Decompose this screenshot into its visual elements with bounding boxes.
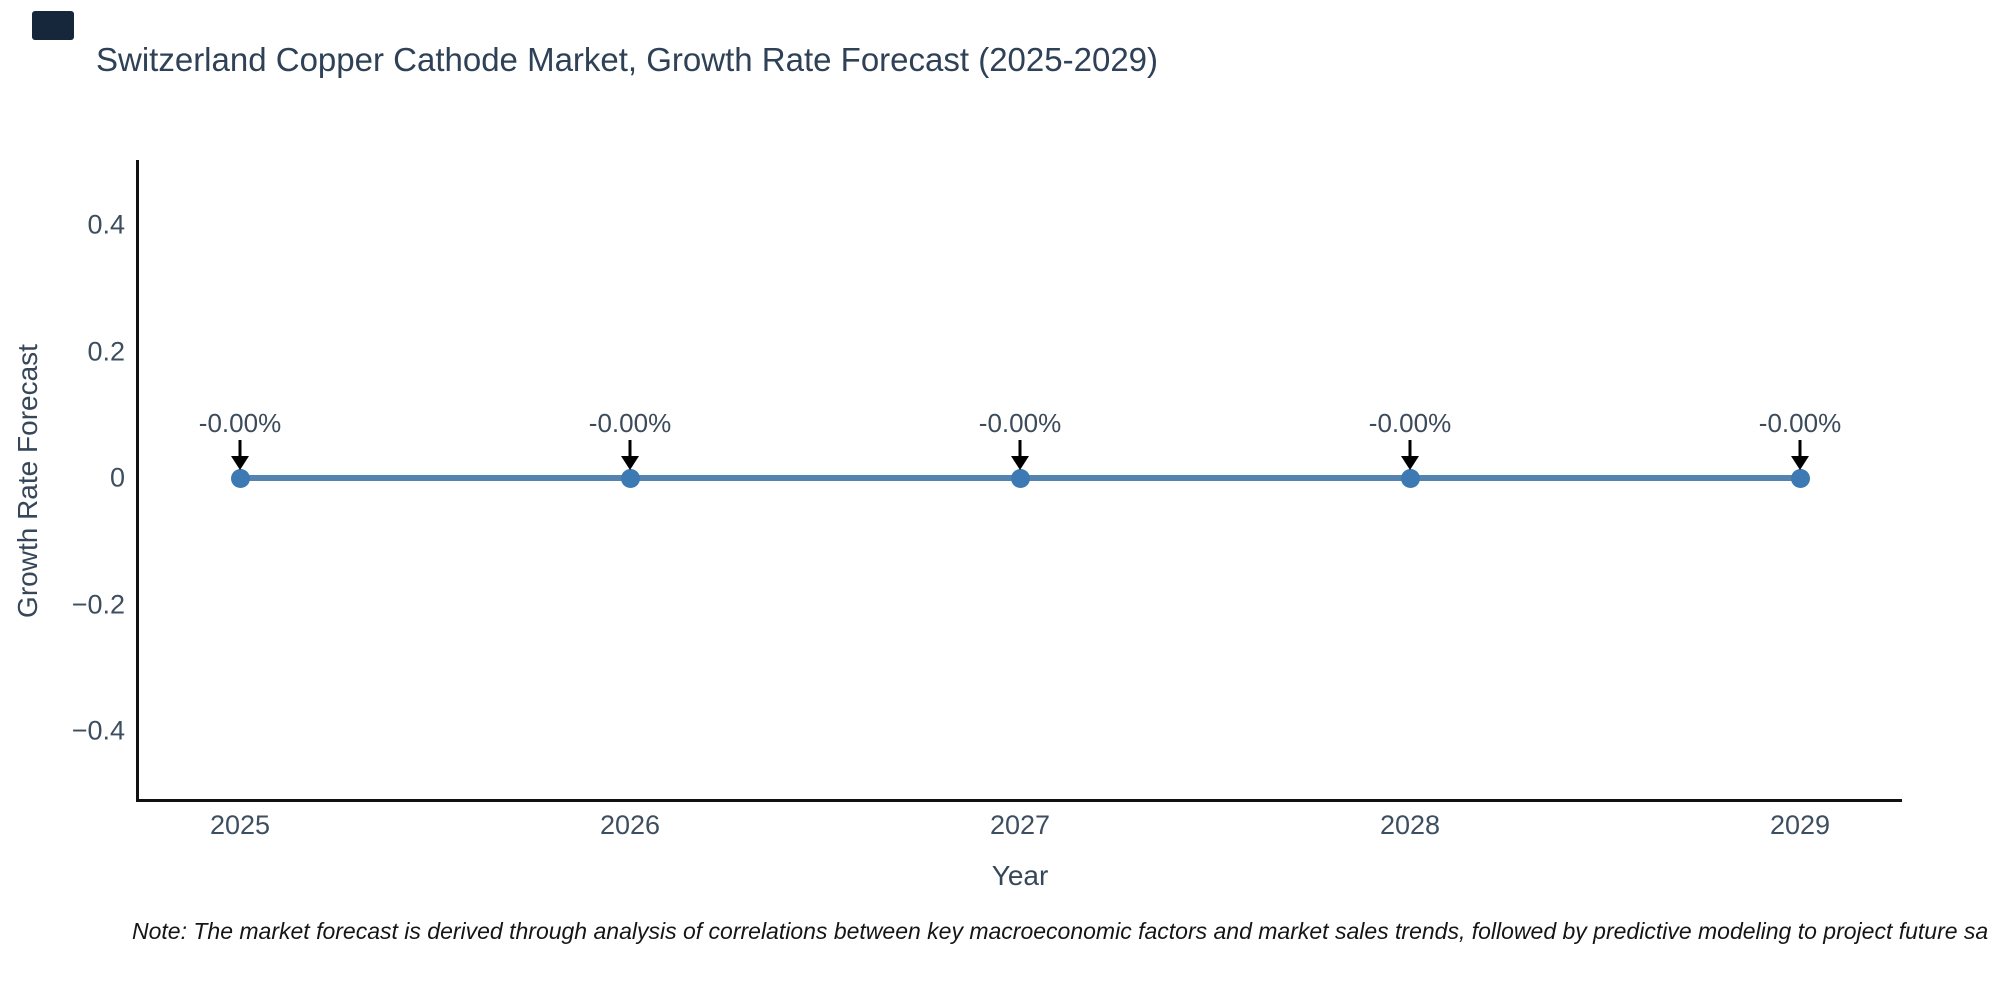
data-point-marker <box>1790 468 1810 488</box>
y-tick-label: 0 <box>109 462 125 493</box>
y-tick-label: 0.4 <box>87 209 125 240</box>
annotation-label: -0.00% <box>588 408 672 438</box>
data-point-marker <box>230 468 250 488</box>
annotation-arrow-head <box>621 456 639 470</box>
data-point-marker <box>1400 468 1420 488</box>
annotation-label: -0.00% <box>198 408 282 438</box>
x-tick-label: 2027 <box>989 810 1051 840</box>
annotation-arrow-shaft <box>628 440 632 457</box>
x-tick-label: 2026 <box>599 810 661 840</box>
x-tick-label: 2025 <box>209 810 271 840</box>
annotation-arrow-shaft <box>1018 440 1022 457</box>
x-axis-line <box>136 799 1902 802</box>
x-tick-label: 2029 <box>1769 810 1831 840</box>
annotation-arrow-head <box>1401 456 1419 470</box>
annotation-arrow-shaft <box>1798 440 1802 457</box>
x-tick-label: 2028 <box>1379 810 1441 840</box>
annotation-label: -0.00% <box>978 408 1062 438</box>
annotation-arrow-shaft <box>238 440 242 457</box>
x-axis-title: Year <box>991 860 1049 891</box>
annotation-label: -0.00% <box>1758 408 1842 438</box>
y-tick-label: −0.2 <box>71 589 125 619</box>
annotation-arrow-head <box>1011 456 1029 470</box>
y-axis-line <box>136 160 139 802</box>
data-point-marker <box>1010 468 1030 488</box>
chart-title: Switzerland Copper Cathode Market, Growt… <box>96 41 1159 78</box>
annotation-arrow-head <box>1791 456 1809 470</box>
y-tick-label: 0.2 <box>87 336 125 366</box>
corner-mark <box>32 11 74 40</box>
annotation-label: -0.00% <box>1368 408 1452 438</box>
footnote: Note: The market forecast is derived thr… <box>132 918 1989 944</box>
y-tick-label: −0.4 <box>71 715 125 746</box>
data-point-marker <box>620 468 640 488</box>
annotation-arrow-shaft <box>1408 440 1412 457</box>
annotation-arrow-head <box>231 456 249 470</box>
